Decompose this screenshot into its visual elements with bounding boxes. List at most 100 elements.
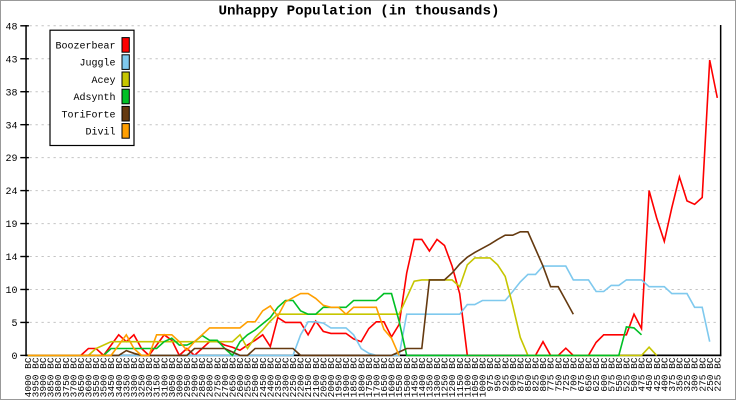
svg-text:1650 BC: 1650 BC (379, 357, 390, 397)
svg-text:350 BC: 350 BC (675, 357, 686, 392)
svg-text:3300 BC: 3300 BC (129, 357, 140, 397)
svg-text:3450 BC: 3450 BC (106, 357, 117, 397)
svg-text:1250 BC: 1250 BC (440, 357, 451, 397)
svg-text:500 BC: 500 BC (629, 357, 640, 392)
svg-text:275 BC: 275 BC (697, 357, 708, 392)
svg-text:2650 BC: 2650 BC (228, 357, 239, 397)
svg-text:19: 19 (5, 220, 17, 231)
svg-text:2700 BC: 2700 BC (220, 357, 231, 397)
svg-text:2750 BC: 2750 BC (212, 357, 223, 397)
svg-text:1550 BC: 1550 BC (394, 357, 405, 397)
svg-text:29: 29 (5, 154, 17, 165)
svg-text:300 BC: 300 BC (690, 357, 701, 392)
svg-text:650 BC: 650 BC (584, 357, 595, 392)
svg-text:1750 BC: 1750 BC (364, 357, 375, 397)
svg-text:400 BC: 400 BC (659, 357, 670, 392)
svg-text:1600 BC: 1600 BC (387, 357, 398, 397)
svg-text:43: 43 (5, 55, 17, 66)
svg-text:875 BC: 875 BC (515, 357, 526, 392)
svg-text:675 BC: 675 BC (576, 357, 587, 392)
svg-text:14: 14 (5, 253, 17, 264)
svg-text:3900 BC: 3900 BC (38, 357, 49, 397)
svg-text:2900 BC: 2900 BC (190, 357, 201, 397)
svg-text:3500 BC: 3500 BC (99, 357, 110, 397)
svg-text:3850 BC: 3850 BC (46, 357, 57, 397)
svg-text:48: 48 (5, 22, 17, 33)
svg-text:ToriForte: ToriForte (61, 109, 115, 121)
svg-text:625 BC: 625 BC (591, 357, 602, 392)
svg-text:3100 BC: 3100 BC (159, 357, 170, 397)
svg-text:10: 10 (5, 286, 17, 297)
svg-text:800 BC: 800 BC (538, 357, 549, 392)
svg-text:975 BC: 975 BC (485, 357, 496, 392)
svg-text:1100 BC: 1100 BC (462, 357, 473, 397)
svg-text:725 BC: 725 BC (561, 357, 572, 392)
svg-text:3750 BC: 3750 BC (61, 357, 72, 397)
svg-text:38: 38 (5, 88, 17, 99)
svg-text:2150 BC: 2150 BC (303, 357, 314, 397)
svg-text:4000 BC: 4000 BC (23, 357, 34, 397)
svg-text:1950 BC: 1950 BC (334, 357, 345, 397)
svg-text:2350 BC: 2350 BC (273, 357, 284, 397)
svg-text:750 BC: 750 BC (553, 357, 564, 392)
svg-text:450 BC: 450 BC (644, 357, 655, 392)
svg-text:2600 BC: 2600 BC (235, 357, 246, 397)
svg-text:3150 BC: 3150 BC (152, 357, 163, 397)
svg-text:3200 BC: 3200 BC (144, 357, 155, 397)
svg-text:425 BC: 425 BC (652, 357, 663, 392)
svg-text:Acey: Acey (91, 76, 115, 87)
svg-text:2500 BC: 2500 BC (250, 357, 261, 397)
svg-text:2450 BC: 2450 BC (258, 357, 269, 397)
svg-text:1150 BC: 1150 BC (455, 357, 466, 397)
svg-text:600 BC: 600 BC (599, 357, 610, 392)
svg-text:3050 BC: 3050 BC (167, 357, 178, 397)
svg-text:3250 BC: 3250 BC (137, 357, 148, 397)
svg-text:Juggle: Juggle (79, 58, 115, 70)
svg-text:34: 34 (5, 121, 17, 132)
svg-text:775 BC: 775 BC (546, 357, 557, 392)
svg-text:250 BC: 250 BC (705, 357, 716, 392)
svg-text:3550 BC: 3550 BC (91, 357, 102, 397)
svg-text:2300 BC: 2300 BC (281, 357, 292, 397)
svg-text:2550 BC: 2550 BC (243, 357, 254, 397)
svg-text:3650 BC: 3650 BC (76, 357, 87, 397)
svg-text:575 BC: 575 BC (606, 357, 617, 392)
svg-text:475 BC: 475 BC (637, 357, 648, 392)
svg-text:0: 0 (11, 352, 17, 363)
svg-text:2100 BC: 2100 BC (311, 357, 322, 397)
svg-text:1900 BC: 1900 BC (341, 357, 352, 397)
svg-text:2850 BC: 2850 BC (197, 357, 208, 397)
svg-text:2250 BC: 2250 BC (288, 357, 299, 397)
svg-text:225 BC: 225 BC (712, 357, 723, 392)
svg-text:Adsynth: Adsynth (73, 92, 115, 104)
svg-text:925 BC: 925 BC (500, 357, 511, 392)
svg-text:3350 BC: 3350 BC (121, 357, 132, 397)
svg-text:Boozerbear: Boozerbear (55, 41, 115, 53)
svg-text:850 BC: 850 BC (523, 357, 534, 392)
svg-text:2950 BC: 2950 BC (182, 357, 193, 397)
svg-text:3700 BC: 3700 BC (68, 357, 79, 397)
svg-text:1350 BC: 1350 BC (425, 357, 436, 397)
svg-text:Unhappy Population (in thousan: Unhappy Population (in thousands) (219, 4, 500, 20)
svg-text:1450 BC: 1450 BC (409, 357, 420, 397)
svg-text:900 BC: 900 BC (508, 357, 519, 392)
svg-text:1400 BC: 1400 BC (417, 357, 428, 397)
svg-text:825 BC: 825 BC (531, 357, 542, 392)
svg-text:1050 BC: 1050 BC (470, 357, 481, 397)
svg-text:325 BC: 325 BC (682, 357, 693, 392)
svg-text:1500 BC: 1500 BC (402, 357, 413, 397)
svg-text:2800 BC: 2800 BC (205, 357, 216, 397)
svg-text:700 BC: 700 BC (568, 357, 579, 392)
svg-text:3800 BC: 3800 BC (53, 357, 64, 397)
svg-text:3000 BC: 3000 BC (174, 357, 185, 397)
svg-text:525 BC: 525 BC (622, 357, 633, 392)
svg-text:2400 BC: 2400 BC (265, 357, 276, 397)
svg-text:2050 BC: 2050 BC (318, 357, 329, 397)
svg-text:5: 5 (11, 319, 17, 330)
svg-text:2000 BC: 2000 BC (326, 357, 337, 397)
svg-text:550 BC: 550 BC (614, 357, 625, 392)
svg-text:3600 BC: 3600 BC (84, 357, 95, 397)
svg-text:2200 BC: 2200 BC (296, 357, 307, 397)
svg-text:1700 BC: 1700 BC (371, 357, 382, 397)
svg-text:1300 BC: 1300 BC (432, 357, 443, 397)
